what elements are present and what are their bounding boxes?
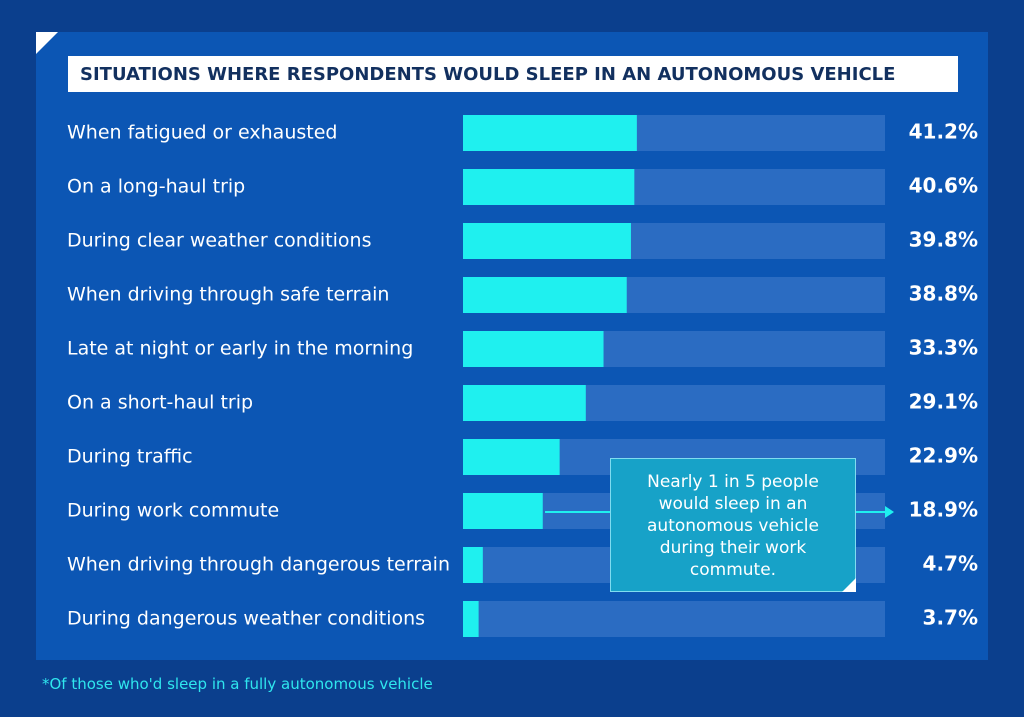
annotation: Nearly 1 in 5 people would sleep in an a… — [610, 458, 856, 592]
bar-track — [463, 601, 885, 637]
category-label: During dangerous weather conditions — [67, 608, 425, 630]
category-label: On a short-haul trip — [67, 392, 253, 414]
bar — [463, 547, 483, 583]
bar — [463, 331, 604, 367]
value-label: 4.7% — [923, 552, 978, 576]
category-label: When fatigued or exhausted — [67, 122, 337, 144]
category-label: Late at night or early in the morning — [67, 338, 413, 360]
rows: When fatigued or exhausted 41.2% On a long… — [67, 115, 978, 637]
value-label: 41.2% — [909, 120, 978, 144]
category-label: When driving through safe terrain — [67, 284, 389, 306]
category-label: During traffic — [67, 446, 193, 468]
category-label: When driving through dangerous terrain — [67, 554, 450, 576]
value-label: 3.7% — [923, 606, 978, 630]
category-label: During work commute — [67, 500, 279, 522]
value-label: 39.8% — [909, 228, 978, 252]
value-label: 38.8% — [909, 282, 978, 306]
corner — [36, 32, 58, 54]
chart-title: SITUATIONS WHERE RESPONDENTS WOULD SLEEP… — [80, 64, 895, 85]
bar — [463, 493, 543, 529]
value-label: 33.3% — [909, 336, 978, 360]
category-label: During clear weather conditions — [67, 230, 371, 252]
category-label: On a long-haul trip — [67, 176, 245, 198]
title-box — [68, 56, 958, 92]
bar — [463, 169, 635, 205]
bar — [463, 115, 637, 151]
bar — [463, 223, 631, 259]
bar — [463, 601, 479, 637]
footnote: *Of those who'd sleep in a fully autonom… — [42, 675, 433, 693]
value-label: 22.9% — [909, 444, 978, 468]
bar — [463, 439, 560, 475]
bar — [463, 385, 586, 421]
value-label: 40.6% — [909, 174, 978, 198]
annotation-arrow — [885, 506, 894, 518]
value-label: 29.1% — [909, 390, 978, 414]
bar — [463, 277, 627, 313]
value-label: 18.9% — [909, 498, 978, 522]
